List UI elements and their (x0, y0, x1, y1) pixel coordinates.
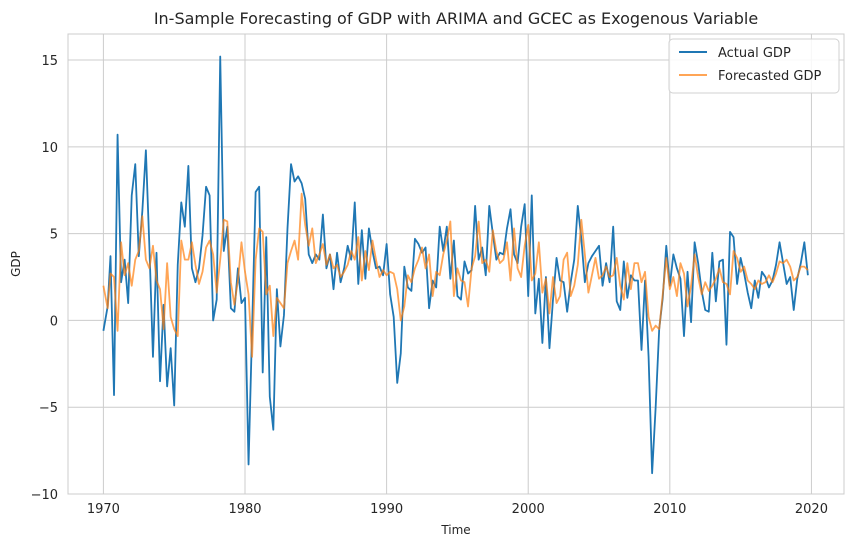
x-tick-label-2000: 2000 (512, 502, 545, 517)
y-tick-label-1: −5 (39, 401, 58, 416)
legend-box (668, 38, 840, 94)
y-tick-label-0: −10 (31, 488, 58, 503)
legend-label-forecasted-gdp: Forecasted GDP (718, 69, 821, 84)
legend: Actual GDP Forecasted GDP (668, 38, 840, 94)
x-tick-label-2020: 2020 (795, 502, 828, 517)
y-axis-label: GDP (9, 251, 23, 277)
legend-label-actual-gdp: Actual GDP (718, 46, 791, 61)
y-tick-label-3: 5 (50, 228, 58, 243)
plot-frame (67, 33, 845, 495)
x-tick-label-2010: 2010 (653, 502, 686, 517)
x-axis-label: Time (440, 523, 470, 537)
x-tick-label-1990: 1990 (370, 502, 403, 517)
series-line-actual-gdp (102, 55, 809, 475)
series-layer (102, 55, 809, 475)
y-tick-label-2: 0 (50, 314, 58, 329)
y-tick-label-5: 15 (41, 54, 58, 69)
chart-title: In-Sample Forecasting of GDP with ARIMA … (154, 9, 758, 28)
x-tick-label-1970: 1970 (87, 502, 120, 517)
x-tick-label-1980: 1980 (228, 502, 261, 517)
y-tick-label-4: 10 (41, 141, 58, 156)
tick-labels: 1970 1980 1990 2000 2010 2020 −10 −5 0 5 10 15 (31, 54, 828, 517)
series-line-forecasted-gdp (102, 192, 809, 358)
